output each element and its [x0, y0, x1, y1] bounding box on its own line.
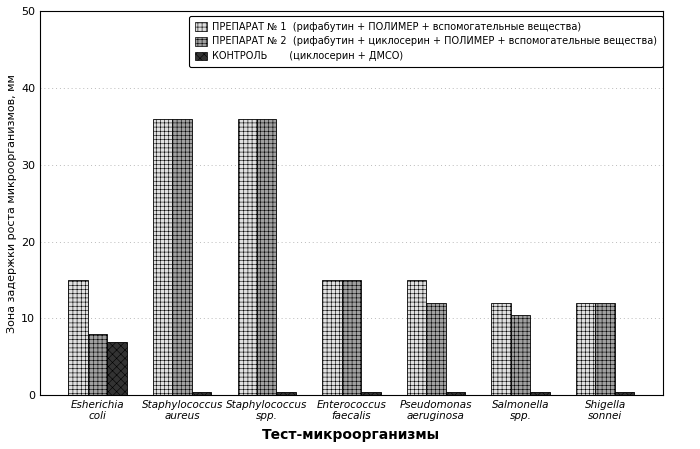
Bar: [531, 392, 550, 395]
Bar: [322, 280, 342, 395]
Bar: [257, 119, 276, 395]
X-axis label: Тест-микроорганизмы: Тест-микроорганизмы: [262, 428, 440, 442]
Bar: [276, 392, 296, 395]
Bar: [426, 303, 446, 395]
Bar: [172, 119, 192, 395]
Bar: [615, 392, 634, 395]
Bar: [491, 303, 511, 395]
Legend: ПРЕПАРАТ № 1  (рифабутин + ПОЛИМЕР + вспомогательные вещества), ПРЕПАРАТ № 2  (р: ПРЕПАРАТ № 1 (рифабутин + ПОЛИМЕР + вспо…: [190, 16, 663, 67]
Bar: [342, 280, 361, 395]
Bar: [576, 303, 596, 395]
Bar: [88, 334, 107, 395]
Bar: [446, 392, 465, 395]
Bar: [511, 315, 531, 395]
Bar: [596, 303, 615, 395]
Bar: [107, 342, 127, 395]
Bar: [192, 392, 211, 395]
Bar: [361, 392, 381, 395]
Bar: [237, 119, 257, 395]
Bar: [153, 119, 172, 395]
Y-axis label: Зона задержки роста микроорганизмов, мм: Зона задержки роста микроорганизмов, мм: [7, 74, 17, 333]
Bar: [69, 280, 88, 395]
Bar: [407, 280, 426, 395]
